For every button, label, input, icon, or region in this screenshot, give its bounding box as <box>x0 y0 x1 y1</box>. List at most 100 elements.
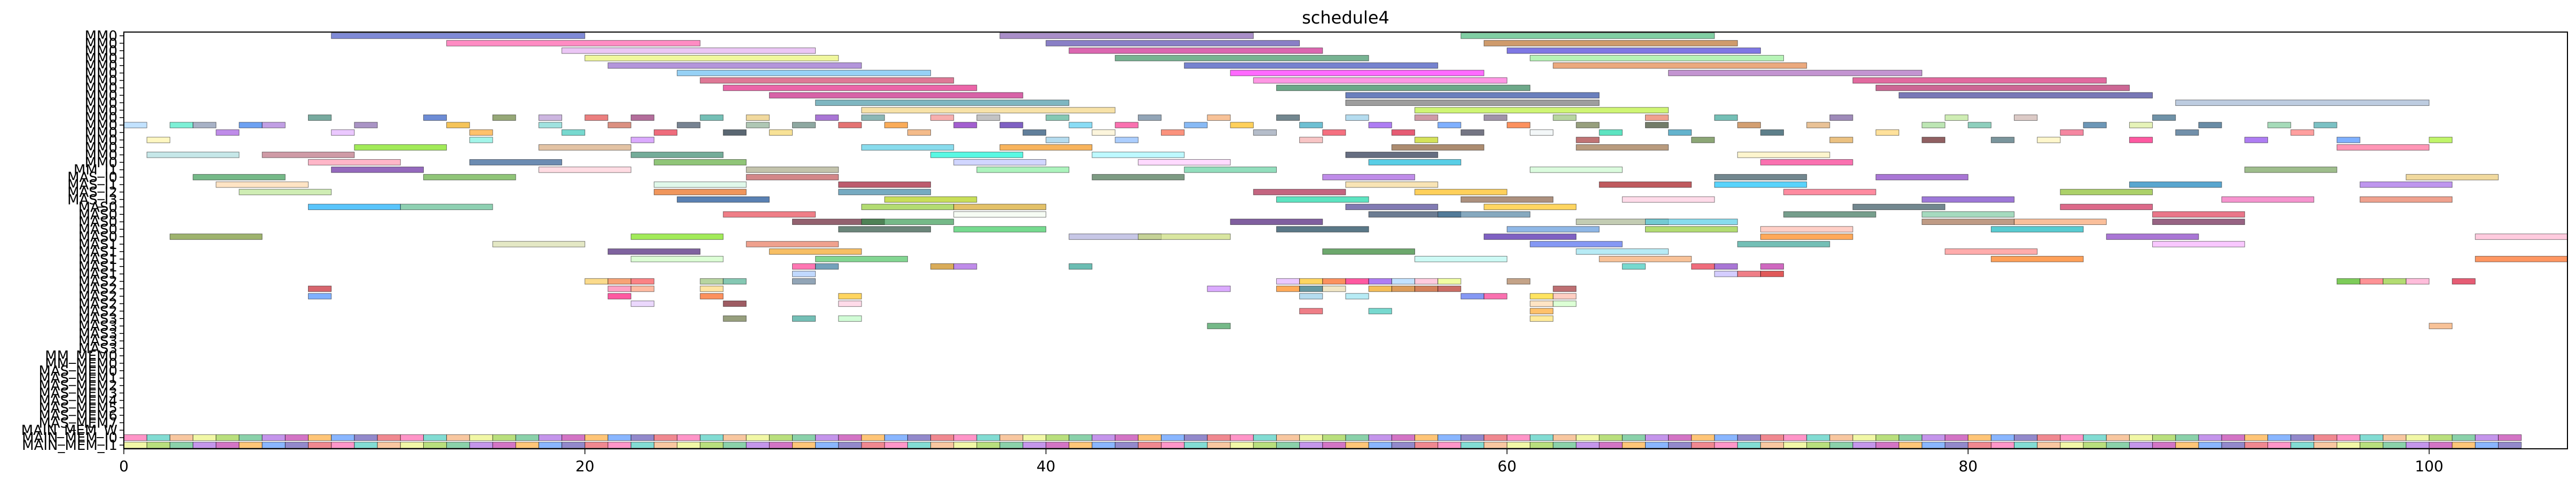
main-mem-block <box>1829 434 1853 441</box>
task-bar <box>1415 256 1507 262</box>
task-bar <box>2060 204 2153 211</box>
main-mem-block <box>1207 434 1231 441</box>
task-bar <box>584 114 609 121</box>
task-bar <box>1391 144 1484 151</box>
task-bar <box>354 122 378 128</box>
row-label: MM0 <box>85 88 117 104</box>
task-bar <box>1737 241 1830 247</box>
task-bar <box>1990 256 2084 262</box>
main-mem-block <box>746 434 770 441</box>
task-bar <box>630 233 724 240</box>
main-mem-block <box>308 434 332 441</box>
main-mem-block <box>354 434 378 441</box>
main-mem-block <box>1714 441 1738 449</box>
task-bar <box>2152 241 2245 247</box>
task-bar <box>838 122 862 128</box>
task-bar <box>2175 99 2430 106</box>
task-bar <box>2013 114 2038 121</box>
task-bar <box>1622 263 1646 270</box>
task-bar <box>169 122 194 128</box>
main-mem-block <box>2037 441 2061 449</box>
task-bar <box>1415 278 1439 285</box>
task-bar <box>769 92 1023 99</box>
task-bar <box>1783 211 1876 218</box>
main-mem-block <box>884 441 908 449</box>
row-label: MAS3 <box>78 311 117 327</box>
main-mem-block <box>1714 434 1738 441</box>
task-bar <box>1415 285 1439 292</box>
main-mem-block <box>1576 434 1600 441</box>
task-bar <box>1345 293 1369 300</box>
main-mem-block <box>469 434 493 441</box>
main-mem-block <box>1415 441 1439 449</box>
row-label: MAS0 <box>78 207 117 223</box>
main-mem-block <box>1391 441 1416 449</box>
main-mem-block <box>377 441 401 449</box>
row-label: MAS0 <box>78 199 117 215</box>
task-bar <box>2129 181 2222 188</box>
task-bar <box>1483 40 1738 46</box>
task-bar <box>746 174 839 181</box>
task-bar <box>331 33 586 39</box>
main-mem-block <box>308 441 332 449</box>
main-mem-block <box>838 441 862 449</box>
main-mem-block <box>262 434 286 441</box>
main-mem-block <box>1069 434 1093 441</box>
task-bar <box>976 166 1070 173</box>
main-mem-block <box>1230 441 1254 449</box>
main-mem-block <box>677 441 701 449</box>
task-bar <box>815 114 839 121</box>
task-bar <box>2382 278 2407 285</box>
row-label: MM0 <box>85 43 117 59</box>
main-mem-block <box>1391 434 1416 441</box>
task-bar <box>1345 92 1600 99</box>
task-bar <box>1506 278 1531 285</box>
task-bar <box>1069 48 1323 54</box>
task-bar <box>1576 144 1669 151</box>
main-mem-block <box>1276 441 1300 449</box>
task-bar <box>1160 129 1185 136</box>
row-label: MAS0 <box>78 222 117 238</box>
row-label: MM0 <box>85 125 117 141</box>
main-mem-block <box>584 441 609 449</box>
main-mem-block <box>2221 434 2245 441</box>
task-bar <box>1276 114 1300 121</box>
task-bar <box>815 256 908 262</box>
task-bar <box>930 114 954 121</box>
task-bar <box>769 129 793 136</box>
task-bar <box>1276 226 1369 232</box>
main-mem-block <box>2152 434 2176 441</box>
main-mem-block <box>1806 441 1830 449</box>
task-bar <box>630 300 654 307</box>
main-mem-block <box>1483 434 1507 441</box>
task-bar <box>1276 196 1369 203</box>
main-mem-block <box>1322 434 1346 441</box>
row-label: MAS_I0 <box>67 170 117 186</box>
task-bar <box>999 122 1023 128</box>
main-mem-block <box>953 441 977 449</box>
task-bar <box>792 263 816 270</box>
task-bar <box>1137 114 1161 121</box>
main-mem-block <box>1530 441 1554 449</box>
task-bar <box>1875 84 2130 91</box>
task-bar <box>1553 293 1577 300</box>
main-mem-block <box>2244 434 2269 441</box>
task-bar <box>1184 122 1208 128</box>
task-bar <box>1230 122 1254 128</box>
main-mem-block <box>1345 434 1369 441</box>
task-bar <box>2359 278 2383 285</box>
task-bar <box>1460 33 1715 39</box>
task-bar <box>953 159 1047 166</box>
task-bar <box>700 278 724 285</box>
task-bar <box>584 54 839 61</box>
main-mem-block <box>1990 441 2014 449</box>
main-mem-block <box>562 434 586 441</box>
task-bar <box>792 278 816 285</box>
task-bar <box>2037 137 2061 143</box>
task-bar <box>607 122 631 128</box>
task-bar <box>1576 248 1669 255</box>
task-bar <box>1437 122 1461 128</box>
main-mem-block <box>653 434 678 441</box>
task-bar <box>169 233 263 240</box>
task-bar <box>469 159 563 166</box>
